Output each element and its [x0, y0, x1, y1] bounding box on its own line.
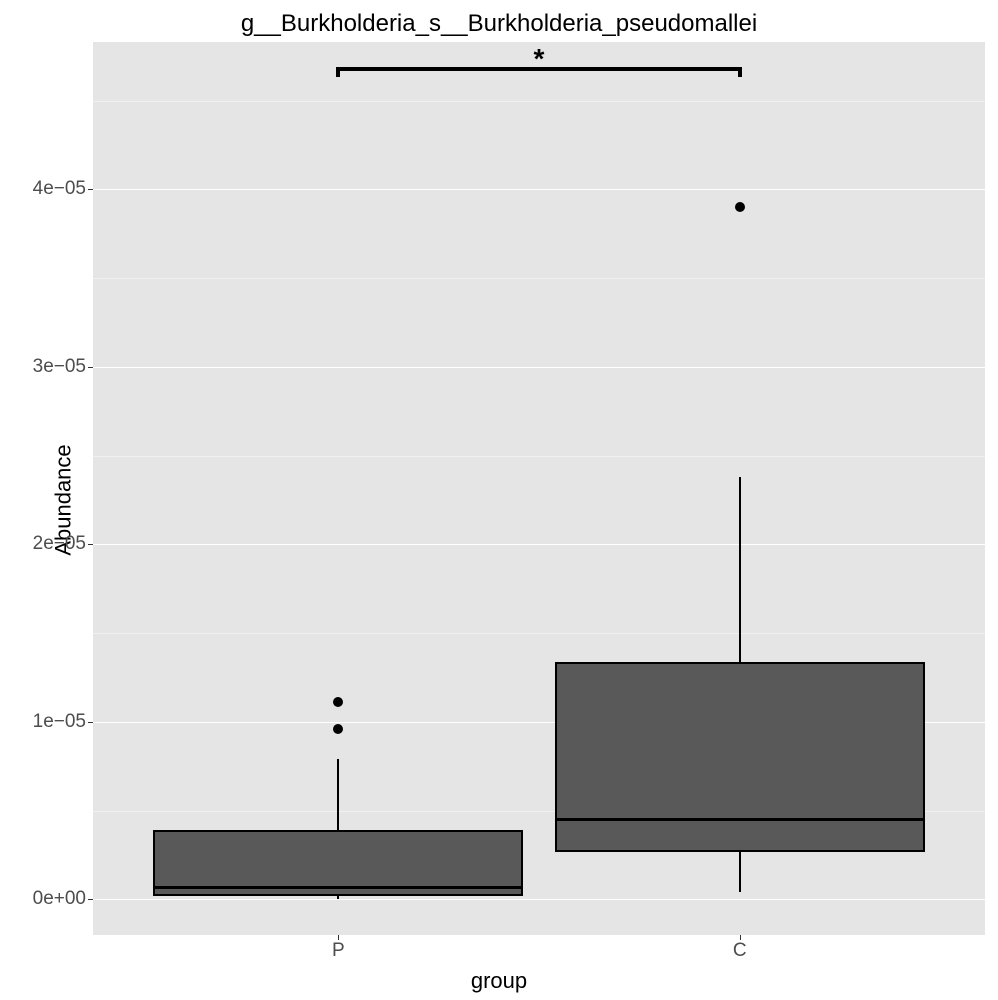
y-tick-label: 4e−05	[33, 178, 86, 200]
whisker-high	[739, 477, 741, 662]
significance-star: *	[534, 43, 545, 75]
x-axis-label: group	[471, 968, 527, 994]
y-tick-label: 2e−05	[33, 533, 86, 555]
chart-title: g__Burkholderia_s__Burkholderia_pseudoma…	[0, 10, 998, 38]
box	[555, 662, 925, 852]
grid-minor	[93, 101, 985, 102]
x-tick-mark	[740, 935, 741, 940]
y-tick-mark	[88, 544, 93, 545]
outlier-point	[735, 202, 745, 212]
outlier-point	[333, 724, 343, 734]
y-tick-mark	[88, 722, 93, 723]
outlier-point	[333, 697, 343, 707]
grid-minor	[93, 278, 985, 279]
grid-major	[93, 367, 985, 368]
x-tick-label: C	[733, 940, 747, 962]
x-tick-label: P	[332, 940, 345, 962]
median-line	[555, 818, 925, 821]
whisker-high	[337, 759, 339, 830]
y-tick-mark	[88, 367, 93, 368]
y-tick-label: 3e−05	[33, 356, 86, 378]
whisker-low	[739, 852, 741, 893]
y-tick-mark	[88, 189, 93, 190]
whisker-low	[337, 896, 339, 900]
grid-major	[93, 899, 985, 900]
significance-tick	[738, 67, 742, 78]
median-line	[153, 886, 523, 889]
y-tick-label: 1e−05	[33, 711, 86, 733]
significance-tick	[336, 67, 340, 78]
y-tick-label: 0e+00	[33, 888, 86, 910]
grid-minor	[93, 633, 985, 634]
grid-minor	[93, 456, 985, 457]
grid-major	[93, 544, 985, 545]
x-tick-mark	[338, 935, 339, 940]
y-tick-mark	[88, 899, 93, 900]
grid-major	[93, 189, 985, 190]
